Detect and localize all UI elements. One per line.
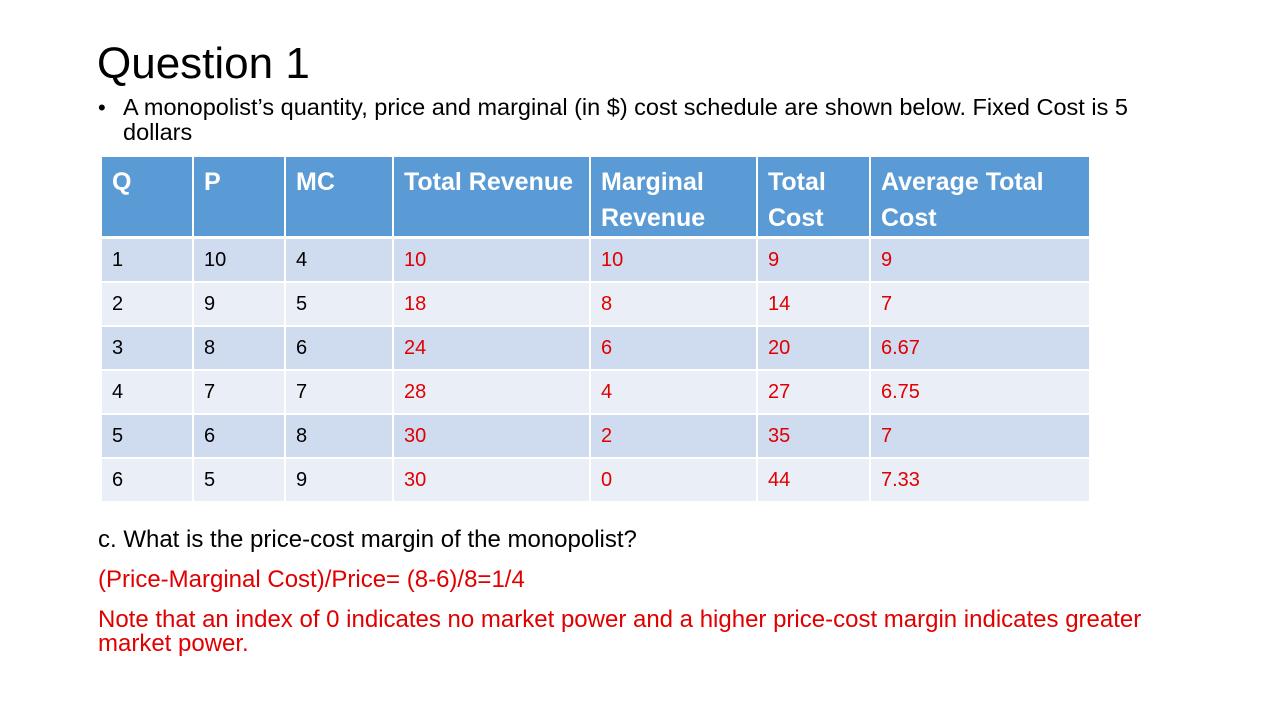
cell-marginal-revenue: 6 [590, 326, 758, 371]
table-row: 3 8 6 24 6 20 6.67 [102, 326, 1089, 371]
cost-schedule-table: Q P MC Total Revenue Marginal Revenue To… [102, 157, 1089, 503]
cell-p: 9 [193, 282, 286, 327]
header-total-revenue: Total Revenue [393, 157, 591, 239]
question-text: c. What is the price-cost margin of the … [98, 526, 637, 553]
cell-total-cost: 44 [757, 458, 871, 503]
header-total-cost: Total Cost [757, 157, 871, 239]
cell-total-revenue: 18 [393, 282, 591, 327]
cell-average-total-cost: 6.67 [870, 326, 1089, 371]
cell-mc: 8 [285, 414, 394, 459]
cell-total-cost: 14 [757, 282, 871, 327]
cell-total-revenue: 30 [393, 414, 591, 459]
intro-bullet-text: A monopolist’s quantity, price and margi… [123, 94, 1128, 145]
cell-p: 6 [193, 414, 286, 459]
cell-p: 8 [193, 326, 286, 371]
cell-p: 10 [193, 237, 286, 283]
cell-total-cost: 9 [757, 237, 871, 283]
cell-total-revenue: 24 [393, 326, 591, 371]
header-marginal-revenue: Marginal Revenue [590, 157, 758, 239]
cell-average-total-cost: 7.33 [870, 458, 1089, 503]
cell-average-total-cost: 6.75 [870, 370, 1089, 415]
table-header-row: Q P MC Total Revenue Marginal Revenue To… [102, 157, 1089, 239]
header-mc: MC [285, 157, 394, 239]
cell-marginal-revenue: 8 [590, 282, 758, 327]
cell-q: 1 [102, 237, 194, 283]
cell-marginal-revenue: 0 [590, 458, 758, 503]
cell-total-cost: 35 [757, 414, 871, 459]
table-row: 6 5 9 30 0 44 7.33 [102, 458, 1089, 503]
cell-total-revenue: 10 [393, 237, 591, 283]
cell-q: 3 [102, 326, 194, 371]
cell-q: 4 [102, 370, 194, 415]
table-row: 2 9 5 18 8 14 7 [102, 282, 1089, 327]
cell-average-total-cost: 9 [870, 237, 1089, 283]
cell-average-total-cost: 7 [870, 414, 1089, 459]
cell-mc: 9 [285, 458, 394, 503]
cell-q: 2 [102, 282, 194, 327]
table-row: 4 7 7 28 4 27 6.75 [102, 370, 1089, 415]
cell-total-revenue: 30 [393, 458, 591, 503]
cell-mc: 7 [285, 370, 394, 415]
cell-p: 5 [193, 458, 286, 503]
cell-total-revenue: 28 [393, 370, 591, 415]
cell-marginal-revenue: 4 [590, 370, 758, 415]
cell-marginal-revenue: 10 [590, 237, 758, 283]
slide-title: Question 1 [97, 39, 310, 88]
cell-average-total-cost: 7 [870, 282, 1089, 327]
header-p: P [193, 157, 286, 239]
cell-total-cost: 20 [757, 326, 871, 371]
note-text: Note that an index of 0 indicates no mar… [98, 606, 1142, 657]
cell-mc: 4 [285, 237, 394, 283]
cell-q: 5 [102, 414, 194, 459]
cell-marginal-revenue: 2 [590, 414, 758, 459]
cell-mc: 5 [285, 282, 394, 327]
cell-p: 7 [193, 370, 286, 415]
cell-q: 6 [102, 458, 194, 503]
table-row: 5 6 8 30 2 35 7 [102, 414, 1089, 459]
intro-bullet: • A monopolist’s quantity, price and mar… [98, 95, 1178, 145]
header-average-total-cost: Average Total Cost [870, 157, 1089, 239]
cell-mc: 6 [285, 326, 394, 371]
cell-total-cost: 27 [757, 370, 871, 415]
table-row: 1 10 4 10 10 9 9 [102, 237, 1089, 283]
bullet-dot-icon: • [98, 95, 106, 120]
answer-text: (Price-Marginal Cost)/Price= (8-6)/8=1/4 [98, 566, 525, 593]
header-q: Q [102, 157, 194, 239]
